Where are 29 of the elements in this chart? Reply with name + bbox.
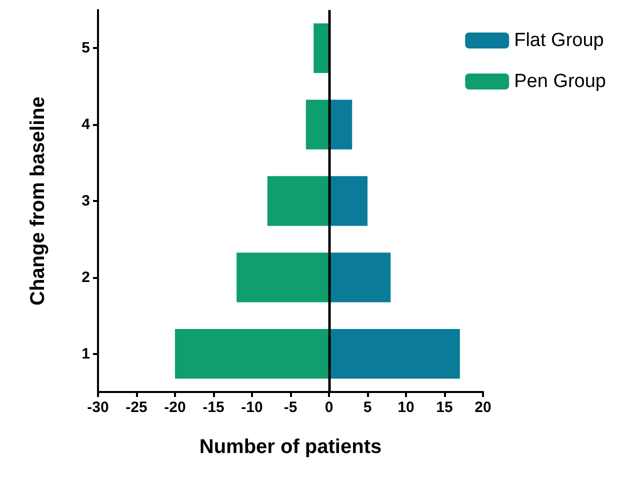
bar — [236, 252, 329, 302]
x-tick-label: 5 — [363, 399, 372, 416]
x-tick-label: 15 — [436, 399, 453, 416]
x-tick-label: -10 — [241, 399, 263, 416]
bar — [175, 328, 329, 379]
x-tick-label: 0 — [324, 399, 334, 416]
bar — [329, 328, 460, 379]
legend-label: Pen Group — [514, 71, 606, 92]
y-tick-label: 4 — [82, 116, 91, 134]
bar — [329, 252, 391, 302]
y-tick-label: 5 — [82, 40, 90, 57]
x-tick-label: -15 — [202, 399, 224, 416]
y-tick-label: 2 — [82, 268, 90, 286]
bar — [314, 23, 329, 74]
bar — [306, 100, 329, 150]
y-tick-label: 1 — [82, 345, 90, 362]
x-tick-label: -5 — [284, 399, 298, 416]
x-tick-label: -25 — [126, 399, 148, 416]
y-axis-title: Change from baseline — [27, 96, 49, 306]
bar — [267, 176, 329, 226]
x-axis-title: Number of patients — [199, 436, 382, 458]
x-tick-label: -20 — [164, 399, 186, 416]
x-tick-label: -30 — [87, 399, 109, 416]
legend-label: Flat Group — [514, 30, 604, 51]
y-tick-label: 3 — [82, 192, 90, 210]
x-tick-label: 10 — [398, 399, 414, 416]
x-tick-label: 20 — [474, 399, 492, 416]
bar — [329, 176, 368, 226]
bar — [329, 100, 352, 150]
